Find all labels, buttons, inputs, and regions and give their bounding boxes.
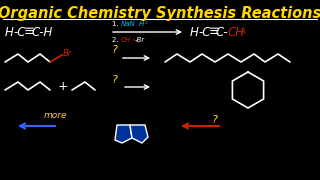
Text: -Br: -Br [135, 37, 145, 43]
Text: more: more [43, 111, 67, 120]
Text: $_3$: $_3$ [240, 27, 246, 37]
Text: Br: Br [63, 50, 72, 59]
Text: 1.: 1. [112, 21, 121, 27]
Text: +: + [58, 80, 68, 93]
Text: H: H [190, 26, 199, 39]
Text: -C: -C [13, 26, 26, 39]
Text: CH: CH [121, 37, 131, 43]
Text: C-H: C-H [31, 26, 52, 39]
Text: Organic Chemistry Synthesis Reactions: Organic Chemistry Synthesis Reactions [0, 6, 320, 21]
Text: NaN: NaN [121, 21, 136, 27]
Text: H: H [5, 26, 14, 39]
Text: ≡: ≡ [24, 26, 35, 39]
Text: ?: ? [112, 75, 118, 85]
Text: 2.: 2. [112, 37, 121, 43]
Text: CH: CH [228, 26, 245, 39]
Text: $_3$: $_3$ [131, 37, 135, 44]
Text: C-: C- [216, 26, 228, 39]
Text: H: H [139, 21, 144, 27]
Text: ?: ? [112, 45, 118, 55]
Polygon shape [130, 125, 148, 143]
Polygon shape [115, 125, 132, 143]
Text: ≡: ≡ [209, 26, 220, 39]
Text: $_2$: $_2$ [144, 20, 148, 27]
Text: ?: ? [212, 115, 218, 125]
Text: -C: -C [198, 26, 211, 39]
